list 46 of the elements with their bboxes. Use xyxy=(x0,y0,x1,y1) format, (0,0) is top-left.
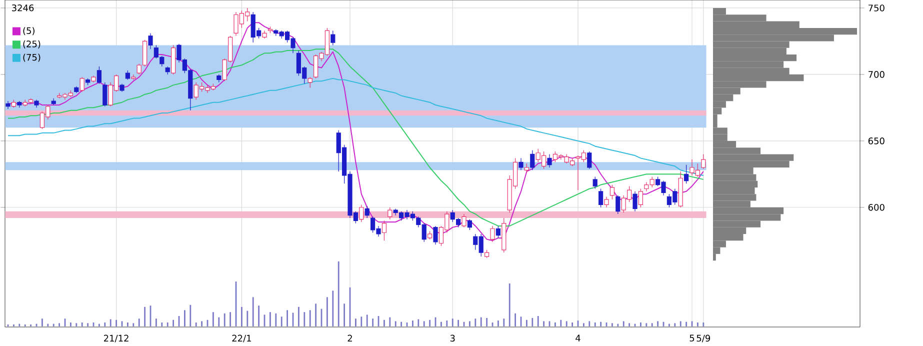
candlestick xyxy=(382,220,386,241)
candlestick xyxy=(638,188,643,208)
candlestick xyxy=(701,154,706,170)
candlestick xyxy=(490,226,495,242)
candlestick xyxy=(6,100,10,110)
y-tick-label: 600 xyxy=(868,204,884,211)
candlestick xyxy=(308,76,312,88)
candlestick xyxy=(547,154,552,168)
candlestick xyxy=(610,184,614,200)
x-tick-label: 5 xyxy=(690,334,694,342)
chart-title: 3246 xyxy=(12,4,34,12)
candlestick xyxy=(496,226,500,238)
legend-label: (5) xyxy=(23,27,34,36)
candlestick xyxy=(467,219,472,230)
legend-label: (75) xyxy=(23,54,40,62)
candlestick xyxy=(148,32,153,50)
candlestick xyxy=(462,214,466,228)
x-tick-label: 2 xyxy=(348,334,352,342)
candlestick xyxy=(102,82,108,107)
x-tick-label: 21/12 xyxy=(104,334,128,342)
candlestick xyxy=(330,30,336,46)
candlestick xyxy=(632,191,638,212)
candlestick xyxy=(598,188,604,208)
x-tick-label: 3 xyxy=(450,334,455,342)
candlestick xyxy=(530,150,535,170)
candlestick xyxy=(125,70,130,80)
x-tick-label: 22/1 xyxy=(232,334,251,342)
candlestick xyxy=(364,206,370,218)
candlestick xyxy=(587,151,592,170)
y-tick-label: 700 xyxy=(868,71,884,78)
candlestick xyxy=(524,163,529,174)
candlestick xyxy=(592,176,598,190)
candlestick xyxy=(684,164,689,184)
y-tick-label: 750 xyxy=(868,4,884,12)
candlestick xyxy=(518,158,524,170)
candlestick xyxy=(80,76,84,92)
x-tick-label: 4 xyxy=(576,334,580,342)
candlestick xyxy=(359,204,364,222)
candlestick xyxy=(96,66,102,84)
candlestick xyxy=(388,207,392,220)
x-tick-label: 5/9 xyxy=(696,334,710,342)
candlestick xyxy=(604,196,609,208)
candlestick xyxy=(616,195,620,214)
y-tick-label: 650 xyxy=(868,137,884,144)
candlestick xyxy=(433,226,438,245)
legend-label: (25) xyxy=(23,40,40,48)
